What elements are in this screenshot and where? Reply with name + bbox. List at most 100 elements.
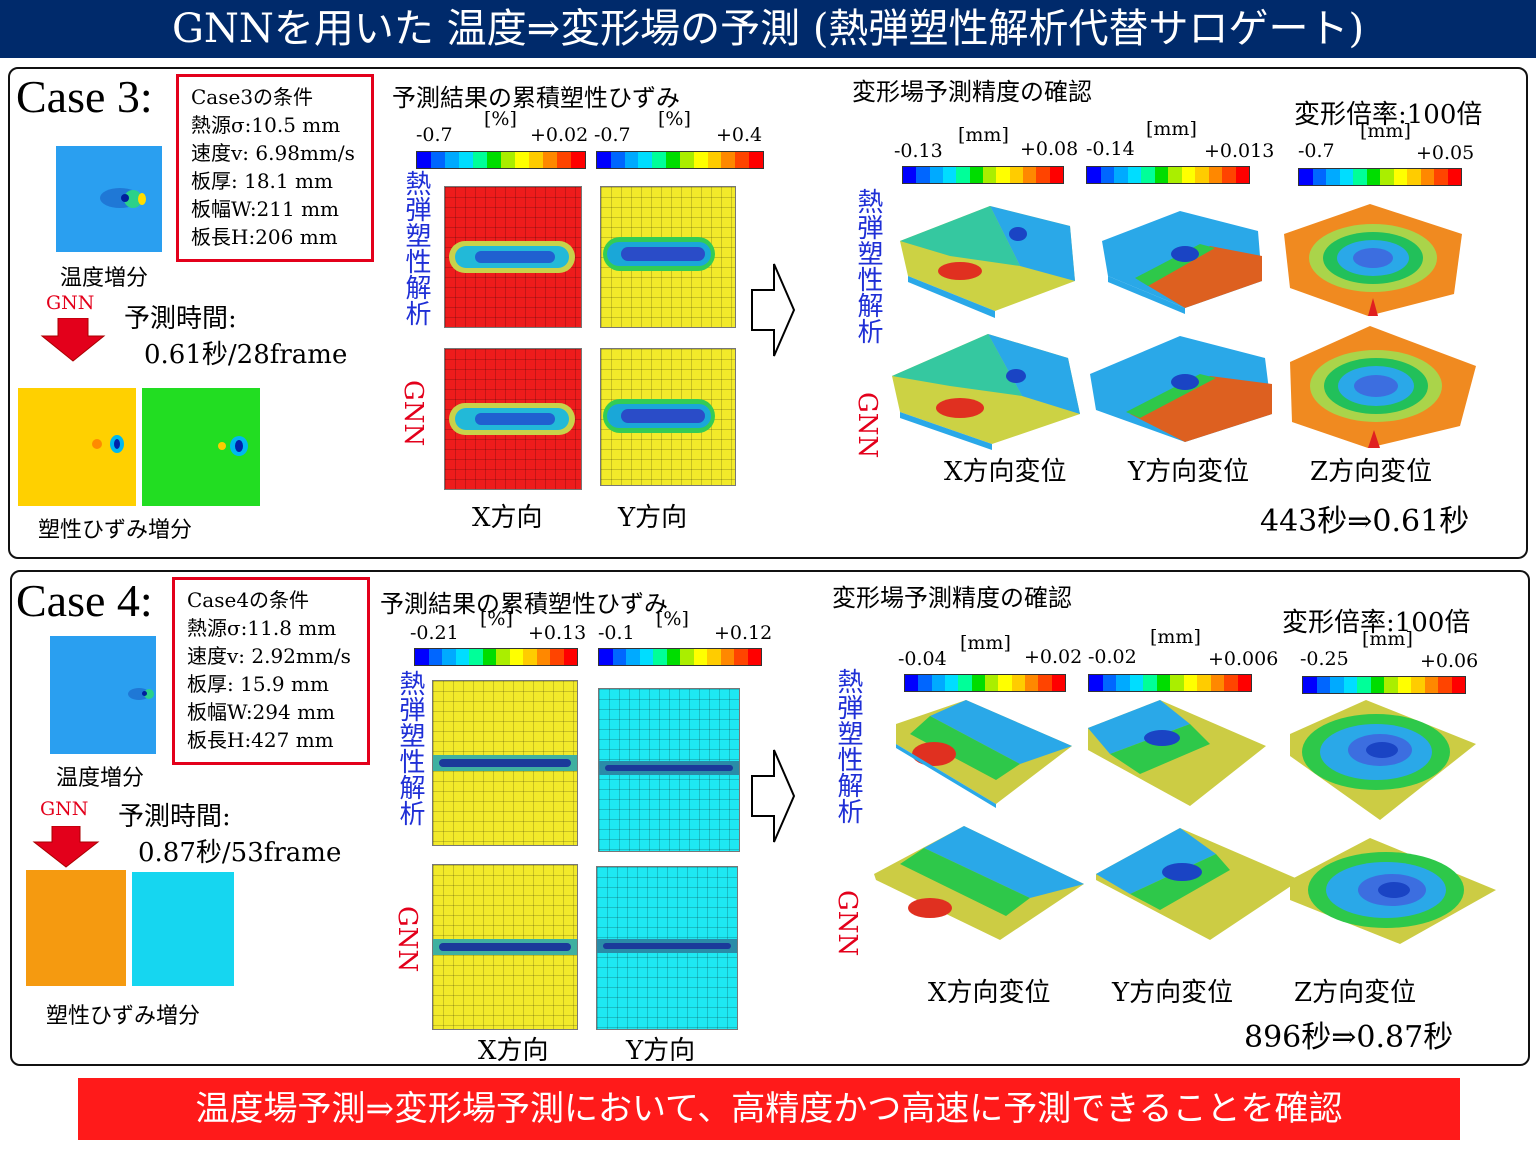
strain-x-colorbar: [416, 151, 586, 169]
colorbar-swatch: [626, 649, 640, 665]
strain-y-min: -0.7: [594, 124, 631, 146]
colorbar-swatch: [473, 152, 487, 168]
colorbar-swatch: [1447, 169, 1461, 185]
colorbar-swatch: [707, 649, 721, 665]
dz-unit: [mm]: [1360, 120, 1411, 142]
colorbar-swatch: [459, 152, 473, 168]
colorbar-swatch: [638, 152, 653, 168]
colorbar-swatch: [417, 152, 431, 168]
gnn-label: GNN: [40, 798, 89, 820]
colorbar-swatch: [1100, 167, 1114, 183]
colorbar-swatch: [747, 649, 761, 665]
colorbar-swatch: [1353, 169, 1367, 185]
plastic-increment-label: 塑性ひずみ増分: [46, 1004, 201, 1029]
condition-thickness: 板厚: 18.1 mm: [191, 169, 333, 193]
colorbar-swatch: [1181, 167, 1195, 183]
colorbar-swatch: [1009, 167, 1023, 183]
colorbar-swatch: [1208, 167, 1222, 183]
strain-x-gnn-map: [444, 348, 582, 490]
strain-y-colorbar: [598, 648, 762, 666]
strain-x-max: +0.13: [528, 622, 587, 644]
dy-max: +0.006: [1208, 648, 1279, 670]
colorbar-swatch: [1089, 675, 1103, 691]
colorbar-swatch: [428, 649, 442, 665]
colorbar-swatch: [571, 152, 585, 168]
strain-x-min: -0.7: [416, 124, 453, 146]
dx-max: +0.08: [1020, 138, 1079, 160]
dy-unit: [mm]: [1146, 118, 1197, 140]
plastic-increment-x-image: [26, 870, 126, 986]
dy-min: -0.02: [1088, 646, 1137, 668]
down-arrow-icon: [40, 318, 106, 362]
x-direction-label: X方向: [472, 503, 543, 533]
dy-colorbar: [1088, 674, 1252, 692]
colorbar-swatch: [693, 649, 707, 665]
dx-min: -0.13: [894, 140, 943, 162]
case3-conditions: Case3の条件 熱源σ:10.5 mm 速度v: 6.98mm/s 板厚: 1…: [176, 74, 374, 262]
dy-min: -0.14: [1086, 138, 1135, 160]
strain-x-fem-map: [444, 186, 582, 328]
colorbar-swatch: [415, 649, 429, 665]
colorbar-swatch: [612, 649, 626, 665]
strain-y-gnn-map: [596, 866, 738, 1030]
colorbar-swatch: [431, 152, 445, 168]
dz-max: +0.05: [1416, 142, 1475, 164]
speedup-label: 896秒⇒0.87秒: [1244, 1020, 1454, 1055]
condition-heat-source: 熱源σ:11.8 mm: [187, 616, 337, 640]
deform-row-label-gnn: GNN: [852, 392, 882, 459]
plastic-increment-y-image: [142, 388, 260, 506]
prediction-time-value: 0.61秒/28frame: [144, 340, 348, 370]
condition-thickness: 板厚: 15.9 mm: [187, 672, 329, 696]
colorbar-swatch: [707, 152, 722, 168]
plastic-increment-x-image: [18, 388, 136, 506]
colorbar-swatch: [482, 649, 496, 665]
colorbar-swatch: [1183, 675, 1197, 691]
colorbar-swatch: [998, 675, 1012, 691]
strain-unit-y: [%]: [656, 608, 689, 630]
colorbar-swatch: [1168, 167, 1182, 183]
strain-x-min: -0.21: [410, 622, 459, 644]
colorbar-swatch: [929, 167, 943, 183]
dz-min: -0.7: [1298, 140, 1335, 162]
case4-deformed-plates: [874, 700, 1496, 944]
case3-label: Case 3:: [16, 71, 153, 122]
colorbar-swatch: [469, 649, 483, 665]
colorbar-swatch: [1339, 169, 1353, 185]
prediction-time-value: 0.87秒/53frame: [138, 838, 342, 868]
strain-x-gnn-map: [432, 864, 578, 1030]
colorbar-swatch: [679, 152, 694, 168]
colorbar-swatch: [1087, 167, 1101, 183]
deform-row-label-fem: 熱弾塑性解析: [853, 188, 883, 344]
colorbar-swatch: [1116, 675, 1130, 691]
x-direction-label: X方向: [478, 1036, 549, 1066]
scale-label: 変形倍率:100倍: [1282, 608, 1471, 638]
deform-row-label-gnn: GNN: [832, 890, 862, 957]
colorbar-swatch: [1411, 677, 1425, 693]
colorbar-swatch: [666, 649, 680, 665]
temperature-label: 温度増分: [60, 266, 149, 291]
colorbar-swatch: [1366, 169, 1380, 185]
colorbar-swatch: [1011, 675, 1025, 691]
colorbar-swatch: [509, 649, 523, 665]
dy-max: +0.013: [1204, 140, 1275, 162]
colorbar-swatch: [1393, 169, 1407, 185]
colorbar-swatch: [1195, 167, 1209, 183]
colorbar-swatch: [1051, 675, 1065, 691]
z-displacement-label: Z方向変位: [1310, 457, 1433, 487]
scale-label: 変形倍率:100倍: [1294, 100, 1483, 130]
condition-title: Case3の条件: [191, 85, 314, 109]
dz-colorbar: [1302, 676, 1466, 694]
colorbar-swatch: [523, 649, 537, 665]
colorbar-swatch: [550, 649, 564, 665]
colorbar-swatch: [624, 152, 639, 168]
colorbar-swatch: [1129, 675, 1143, 691]
colorbar-swatch: [1102, 675, 1116, 691]
strain-x-max: +0.02: [530, 124, 589, 146]
dx-colorbar: [902, 166, 1064, 184]
colorbar-swatch: [1224, 675, 1238, 691]
colorbar-swatch: [1326, 169, 1340, 185]
condition-speed: 速度v: 2.92mm/s: [187, 644, 351, 668]
strain-y-fem-map: [600, 186, 736, 328]
y-displacement-label: Y方向変位: [1128, 457, 1250, 487]
colorbar-swatch: [1022, 167, 1037, 183]
